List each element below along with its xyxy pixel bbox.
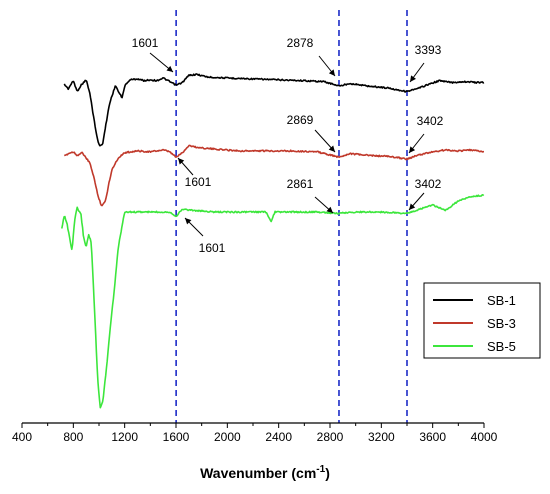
x-axis-title: Wavenumber (cm-1) — [200, 464, 330, 481]
annotation-arrow-head — [166, 65, 173, 72]
annotation-label: 1601 — [132, 36, 159, 50]
reference-lines — [175, 10, 408, 423]
x-tick-label: 3200 — [368, 430, 395, 444]
peak-annotations: 1601 2878 3393 1601 2869 3402 1601 2861 3402 — [132, 36, 444, 255]
series-line-sb-3 — [63, 144, 484, 207]
annotation-label: 1601 — [185, 175, 212, 189]
x-tick-label: 1200 — [111, 430, 138, 444]
annotation-arrow-head — [410, 75, 416, 82]
annotation-label: 2878 — [287, 36, 314, 50]
series-line-sb-1 — [63, 73, 485, 147]
x-tick-label: 2000 — [214, 430, 241, 444]
annotation-arrow-head — [328, 145, 335, 152]
annotation-arrow-head — [409, 203, 416, 210]
x-tick-label: 400 — [12, 430, 32, 444]
x-axis: 400 800 1200 1600 2000 2400 2800 3200 3600 4000 — [12, 422, 498, 444]
x-axis-title-superscript: -1 — [316, 464, 325, 475]
x-tick-label: 1600 — [163, 430, 190, 444]
legend-label-sb-3: SB-3 — [487, 316, 516, 331]
annotation-arrow-head — [409, 146, 416, 153]
annotation-label: 1601 — [199, 241, 226, 255]
annotation-label: 3402 — [417, 114, 444, 128]
annotation-arrow-head — [185, 218, 192, 225]
x-tick-label: 800 — [63, 430, 83, 444]
annotation-label: 3402 — [415, 177, 442, 191]
legend-label-sb-5: SB-5 — [487, 339, 516, 354]
series-lines — [61, 73, 485, 409]
series-line-sb-5 — [61, 194, 485, 409]
annotation-label: 2861 — [287, 177, 314, 191]
annotation-label: 3393 — [415, 43, 442, 57]
x-tick-label: 2400 — [265, 430, 292, 444]
x-tick-label: 2800 — [317, 430, 344, 444]
annotation-arrow-head — [178, 158, 185, 165]
annotation-arrow-head — [326, 206, 333, 213]
annotation-arrow-head — [328, 69, 335, 76]
legend-label-sb-1: SB-1 — [487, 293, 516, 308]
legend: SB-1 SB-3 SB-5 — [423, 282, 541, 359]
annotation-label: 2869 — [287, 113, 314, 127]
x-tick-label: 4000 — [471, 430, 498, 444]
x-tick-label: 3600 — [419, 430, 446, 444]
x-axis-title-close: ) — [325, 465, 330, 481]
